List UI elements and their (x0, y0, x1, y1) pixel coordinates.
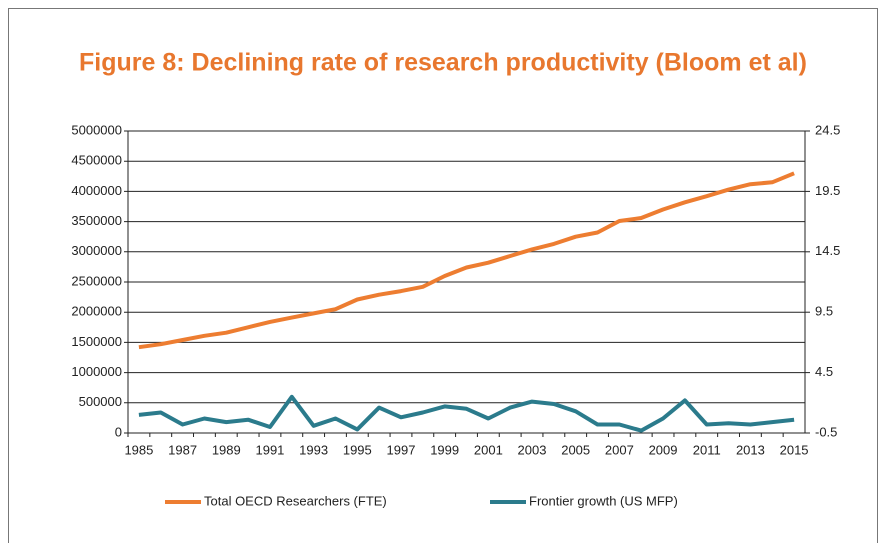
x-tick-label: 2013 (736, 442, 765, 457)
y2-tick-label: 4.5 (815, 364, 833, 379)
frame (8, 8, 878, 543)
x-tick-label: 2009 (649, 442, 678, 457)
chart-title: Figure 8: Declining rate of research pro… (79, 49, 807, 77)
y-tick-label: 5000000 (71, 122, 122, 137)
x-tick-label: 2011 (693, 442, 721, 457)
y-tick-label: 4000000 (71, 183, 122, 198)
y2-tick-label: 14.5 (815, 243, 840, 258)
y-tick-label: 1500000 (71, 334, 122, 349)
x-tick-label: 2007 (605, 442, 634, 457)
y-tick-label: 500000 (79, 394, 122, 409)
y2-tick-label: -0.5 (815, 424, 837, 439)
legend-label: Frontier growth (US MFP) (529, 493, 678, 508)
series-line (138, 394, 795, 433)
y-tick-label: 4500000 (71, 153, 122, 168)
y-tick-label: 1000000 (71, 364, 122, 379)
y-tick-label: 0 (115, 424, 122, 439)
x-tick-label: 1995 (343, 442, 372, 457)
x-tick-label: 1997 (387, 442, 416, 457)
x-tick-label: 1993 (299, 442, 328, 457)
y2-tick-label: 19.5 (815, 183, 840, 198)
x-tick-label: 1985 (124, 442, 153, 457)
legend-label: Total OECD Researchers (FTE) (204, 493, 387, 508)
y2-tick-label: 9.5 (815, 304, 833, 319)
y2-tick-label: 24.5 (815, 122, 840, 137)
y-tick-label: 3000000 (71, 243, 122, 258)
y-tick-label: 3500000 (71, 213, 122, 228)
series-line (138, 171, 795, 350)
x-tick-label: 2001 (474, 442, 503, 457)
x-tick-label: 1999 (430, 442, 459, 457)
x-tick-label: 1989 (212, 442, 241, 457)
y-tick-label: 2500000 (71, 273, 122, 288)
x-tick-label: 2003 (518, 442, 547, 457)
y-tick-label: 2000000 (71, 304, 122, 319)
x-tick-label: 2005 (561, 442, 590, 457)
x-tick-label: 1987 (168, 442, 197, 457)
x-tick-label: 1991 (255, 442, 284, 457)
x-tick-label: 2015 (780, 442, 809, 457)
